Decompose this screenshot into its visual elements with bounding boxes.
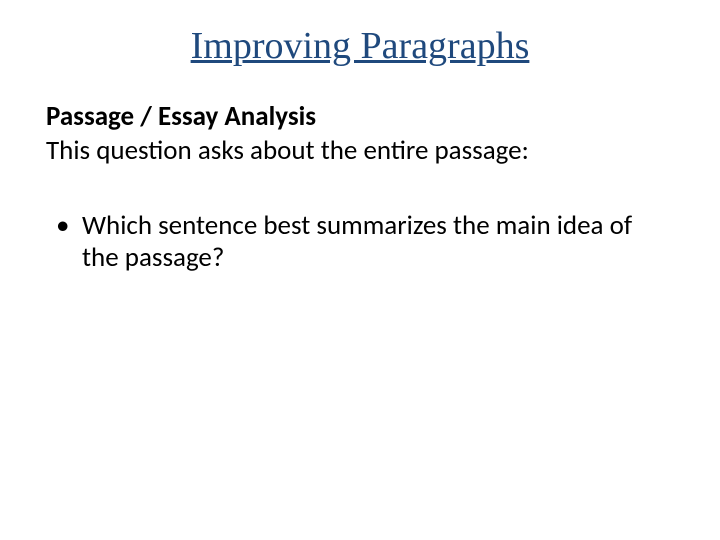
slide-title: Improving Paragraphs xyxy=(46,24,674,68)
slide-container: Improving Paragraphs Passage / Essay Ana… xyxy=(0,0,720,540)
bullet-item: Which sentence best summarizes the main … xyxy=(46,210,674,276)
bullet-list: Which sentence best summarizes the main … xyxy=(46,210,674,276)
intro-text: This question asks about the entire pass… xyxy=(46,134,674,168)
section-subheading: Passage / Essay Analysis xyxy=(46,100,674,134)
